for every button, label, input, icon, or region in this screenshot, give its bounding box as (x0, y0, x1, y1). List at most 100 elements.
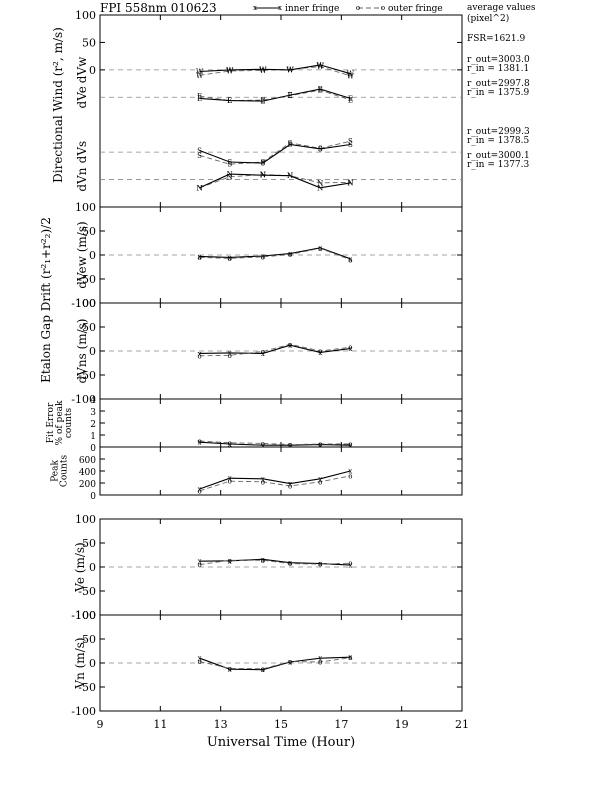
point-outer: o (228, 439, 232, 447)
series-dVw-outer (199, 66, 351, 77)
point-inner: x (228, 441, 232, 449)
legend-inner-marker-right: x (278, 4, 282, 12)
point-inner: x (318, 655, 322, 663)
point-inner: x (261, 666, 265, 674)
y-tick-label: 50 (82, 633, 96, 646)
legend-outer-marker-left: o (356, 4, 360, 12)
series-outer (199, 343, 351, 357)
y-tick-label: 0 (89, 249, 96, 262)
point-inner: x (318, 349, 322, 357)
point-dVw-inner: W (196, 68, 204, 76)
y-tick-label: 100 (75, 609, 96, 622)
point-inner: x (288, 342, 292, 350)
x-axis-title: Universal Time (Hour) (207, 735, 355, 750)
radius-annotation: r_out=2997.8 r_in = 1375.9 (467, 79, 530, 98)
y-axis-label: PeakCounts (51, 455, 70, 488)
point-outer: o (197, 487, 201, 495)
point-dVw-inner: W (317, 61, 325, 69)
point-outer: o (288, 441, 292, 449)
average-values-header: average values (pixel^2) (467, 3, 538, 24)
series-inner (199, 441, 351, 446)
point-outer: o (261, 557, 265, 565)
y-tick-label: 0 (89, 345, 96, 358)
point-dVn-inner: N (317, 184, 323, 192)
point-outer: o (197, 254, 201, 262)
point-outer: o (228, 255, 232, 263)
x-tick-label: 17 (334, 718, 348, 731)
legend-inner-marker-left: x (253, 4, 257, 12)
point-dVw-inner: W (286, 66, 294, 74)
point-dVw-outer: W (226, 67, 234, 75)
series-outer (199, 475, 351, 492)
series-inner (199, 470, 351, 490)
point-dVe-inner: E (197, 95, 202, 103)
y-tick-label: 4 (90, 396, 96, 406)
point-inner: x (198, 486, 202, 494)
point-outer: o (318, 478, 322, 486)
point-dVs-outer: S (227, 161, 232, 169)
point-inner: x (318, 475, 322, 483)
point-dVs-outer: S (348, 138, 353, 146)
y-tick-label: -100 (71, 705, 96, 718)
point-inner: x (228, 254, 232, 262)
legend-outer-label: outer fringe (388, 4, 443, 14)
y-tick-label: -100 (71, 297, 96, 310)
point-outer: o (288, 560, 292, 568)
point-dVs-inner: S (348, 141, 353, 149)
point-dVs-inner: S (227, 159, 232, 167)
point-dVn-outer: N (196, 184, 202, 192)
series-inner (199, 344, 351, 354)
y-tick-label: 50 (82, 321, 96, 334)
point-inner: x (198, 558, 202, 566)
point-outer: o (348, 256, 352, 264)
point-dVs-inner: S (197, 147, 202, 155)
series-outer (199, 440, 351, 446)
series-dVw-inner (199, 64, 351, 75)
point-dVw-inner: W (259, 66, 267, 74)
series-dVe-inner (199, 88, 351, 102)
point-dVe-inner: E (318, 86, 323, 94)
point-outer: o (318, 659, 322, 667)
point-dVn-inner: N (287, 172, 293, 180)
series-label-dVw: dVw (75, 56, 89, 83)
average-values-line2: (pixel^2) (467, 13, 509, 24)
point-outer: o (348, 472, 352, 480)
point-outer: o (197, 561, 201, 569)
point-inner: x (261, 556, 265, 564)
y-tick-label: -100 (71, 609, 96, 622)
point-outer: o (288, 251, 292, 259)
point-inner: x (228, 475, 232, 483)
point-outer: o (261, 348, 265, 356)
point-outer: o (197, 352, 201, 360)
point-outer: o (228, 557, 232, 565)
point-outer: o (348, 344, 352, 352)
y-tick-label: 400 (79, 468, 96, 478)
y-axis-label: dVns (m/s) (75, 319, 89, 384)
series-dVn-outer (199, 174, 351, 189)
y-tick-label: -100 (71, 393, 96, 406)
y-tick-label: 100 (75, 201, 96, 214)
y-tick-label: 0 (90, 492, 96, 502)
point-dVe-outer: E (197, 93, 202, 101)
point-inner: x (261, 442, 265, 450)
point-outer: o (348, 654, 352, 662)
point-outer: o (228, 352, 232, 360)
point-dVs-outer: S (288, 139, 293, 147)
y-tick-label: 2 (90, 420, 96, 430)
point-outer: o (288, 341, 292, 349)
series-outer (199, 559, 351, 566)
directional-wind-group-label: Directional Wind (r², m/s) (51, 27, 65, 183)
point-dVw-outer: W (317, 63, 325, 71)
point-dVw-outer: W (347, 72, 355, 80)
point-inner: x (348, 345, 352, 353)
point-inner: x (198, 655, 202, 663)
x-tick-label: 21 (455, 718, 469, 731)
y-tick-label: 0 (89, 561, 96, 574)
x-tick-label: 13 (214, 718, 228, 731)
point-dVs-inner: S (261, 160, 266, 168)
y-tick-label: 600 (79, 456, 96, 466)
y-tick-label: 1 (90, 432, 96, 442)
point-outer: o (197, 438, 201, 446)
